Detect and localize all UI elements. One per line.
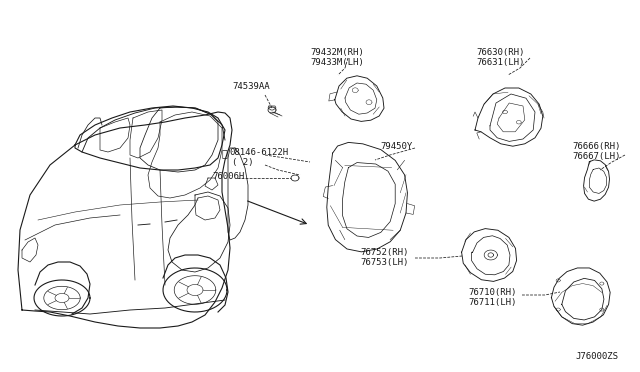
Text: 76631(LH): 76631(LH) [476, 58, 524, 67]
Text: 76752(RH): 76752(RH) [360, 248, 408, 257]
Text: 08146-6122H: 08146-6122H [229, 148, 288, 157]
Text: 76710(RH): 76710(RH) [468, 288, 516, 297]
Text: 76630(RH): 76630(RH) [476, 48, 524, 57]
Text: 76753(LH): 76753(LH) [360, 258, 408, 267]
Text: 79433M(LH): 79433M(LH) [310, 58, 364, 67]
Text: 76006H: 76006H [212, 172, 244, 181]
Text: 76667(LH): 76667(LH) [572, 152, 620, 161]
Text: Ⓑ: Ⓑ [222, 148, 228, 158]
Text: 79432M(RH): 79432M(RH) [310, 48, 364, 57]
Text: 76666(RH): 76666(RH) [572, 142, 620, 151]
Text: 76711(LH): 76711(LH) [468, 298, 516, 307]
Text: 79450Y: 79450Y [380, 142, 412, 151]
Text: J76000ZS: J76000ZS [575, 352, 618, 361]
Text: 74539AA: 74539AA [232, 82, 269, 91]
Text: ( 2): ( 2) [232, 158, 253, 167]
